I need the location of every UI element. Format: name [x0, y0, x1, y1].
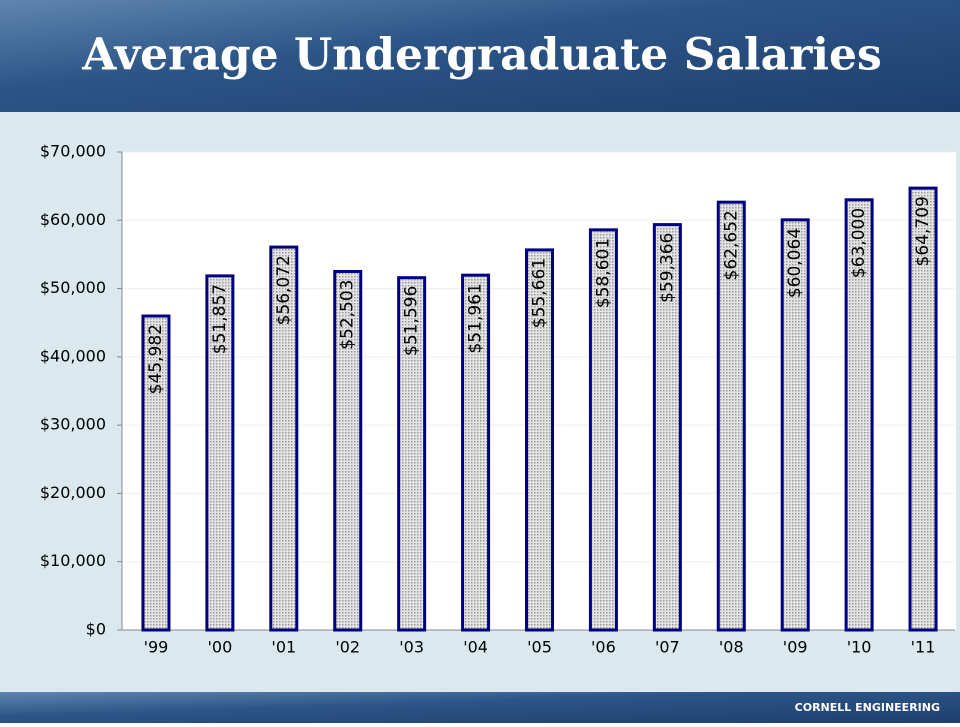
value-label: $51,961 — [466, 283, 486, 353]
bar — [141, 314, 171, 632]
footer-text: CORNELL ENGINEERING — [795, 701, 940, 714]
x-tick-label: '03 — [399, 638, 424, 657]
value-label: $58,601 — [593, 238, 613, 308]
x-tick-label: '07 — [655, 638, 680, 657]
bar — [461, 273, 491, 632]
x-tick-label: '08 — [719, 638, 744, 657]
x-tick-label: '11 — [911, 638, 936, 657]
value-label: $64,709 — [913, 196, 933, 266]
y-tick-label: $60,000 — [40, 210, 106, 229]
header-band — [0, 0, 960, 112]
value-label: $51,857 — [210, 284, 230, 354]
x-tick-label: '05 — [527, 638, 552, 657]
bar — [716, 200, 746, 632]
bar — [525, 248, 554, 632]
bar — [844, 198, 874, 632]
y-tick-label: $30,000 — [40, 415, 106, 434]
x-tick-label: '04 — [463, 638, 488, 657]
y-tick-label: $50,000 — [40, 278, 106, 297]
y-tick-label: $0 — [86, 620, 106, 639]
chart: $0 $10,000 $20,000 $30,000 $40,000 $50,000 $60… — [40, 142, 955, 657]
x-tick-label: '02 — [335, 638, 360, 657]
bar — [780, 218, 810, 632]
bar — [269, 245, 299, 632]
y-tick-label: $20,000 — [40, 483, 106, 502]
footer-band — [0, 692, 960, 723]
bar — [205, 274, 235, 632]
bar — [397, 276, 427, 632]
x-tick-label: '00 — [208, 638, 233, 657]
x-tick-label: '99 — [144, 638, 169, 657]
bar — [333, 269, 363, 632]
y-tick-label: $10,000 — [40, 551, 106, 570]
x-tick-label: '10 — [847, 638, 872, 657]
bar — [652, 223, 682, 632]
value-label: $56,072 — [274, 255, 294, 325]
x-tick-label: '09 — [783, 638, 808, 657]
value-label: $60,064 — [785, 228, 805, 298]
x-tick-label: '01 — [271, 638, 296, 657]
chart-title: Average Undergraduate Salaries — [81, 30, 882, 81]
bar — [588, 228, 618, 632]
bar — [908, 186, 938, 632]
y-tick-label: $70,000 — [40, 142, 106, 161]
x-tick-label: '06 — [591, 638, 616, 657]
value-label: $63,000 — [849, 208, 869, 278]
value-label: $59,366 — [657, 233, 677, 303]
value-label: $52,503 — [338, 279, 358, 349]
value-label: $45,982 — [146, 324, 166, 394]
y-tick-label: $40,000 — [40, 346, 106, 365]
value-label: $62,652 — [721, 210, 741, 280]
value-label: $55,661 — [530, 258, 550, 328]
value-label: $51,596 — [402, 286, 422, 356]
